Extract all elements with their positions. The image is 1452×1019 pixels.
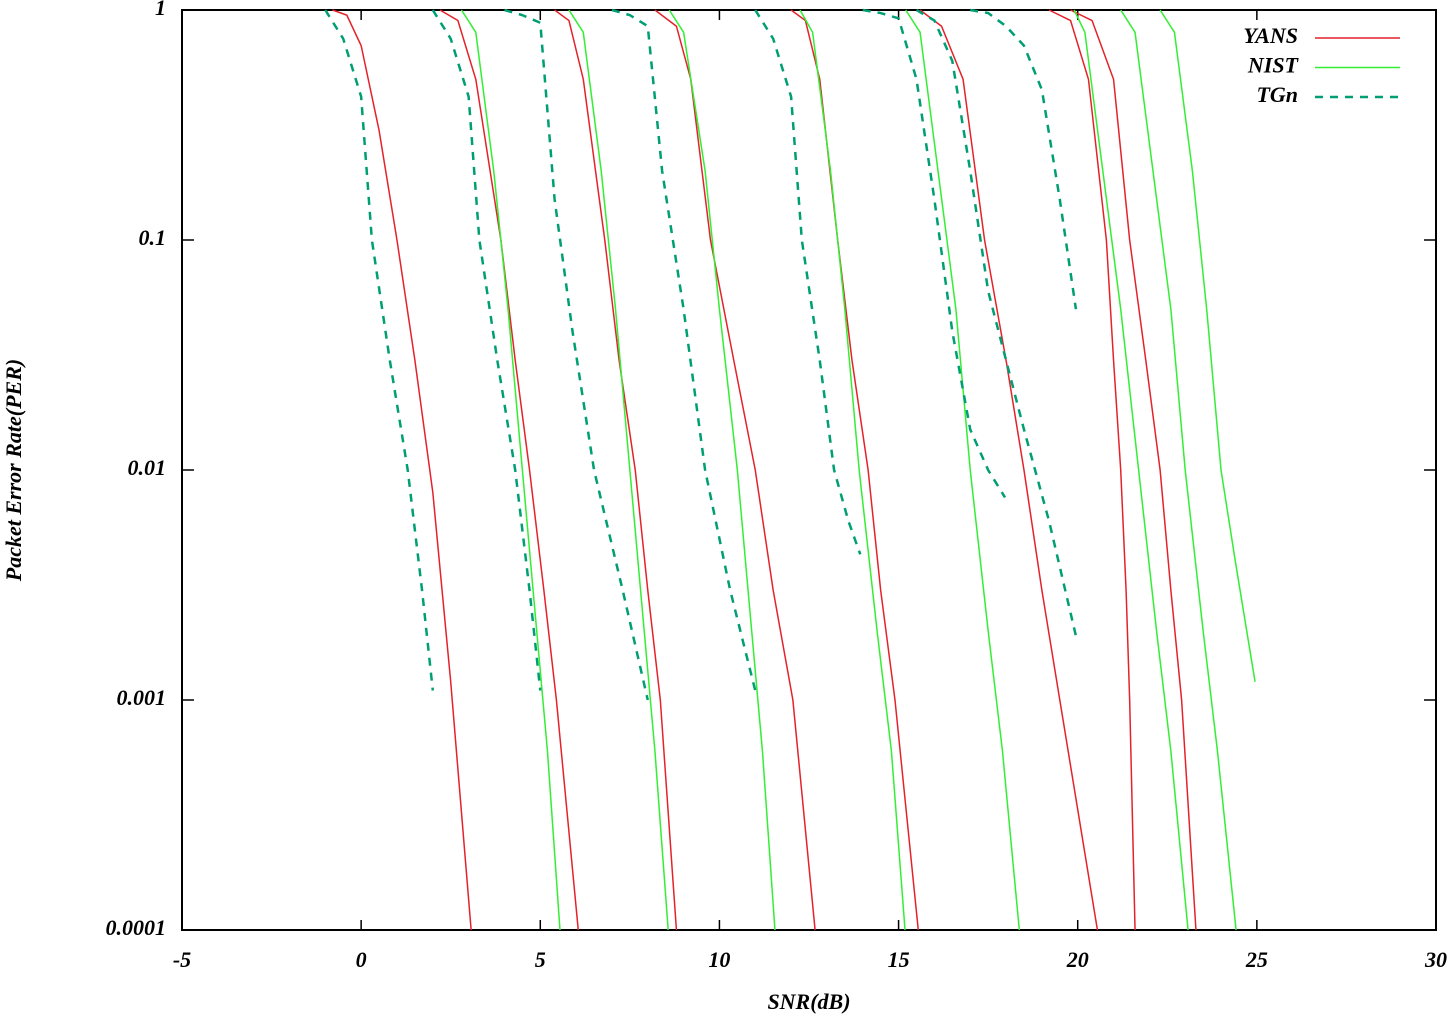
curve	[1070, 9, 1197, 931]
curve	[332, 9, 472, 931]
curve	[654, 9, 816, 931]
x-tick-label: 0	[356, 947, 367, 972]
curve	[919, 9, 1099, 931]
x-tick-label: 30	[1424, 947, 1447, 972]
plot-frame	[181, 9, 1437, 931]
y-tick-label: 0.0001	[106, 915, 167, 940]
curve	[439, 9, 580, 931]
curve	[460, 9, 561, 931]
curve	[324, 9, 435, 691]
x-tick-label: 5	[535, 947, 546, 972]
x-tick-label: 20	[1066, 947, 1089, 972]
legend-label: YANS	[1243, 23, 1298, 48]
x-axis-label: SNR(dB)	[767, 989, 850, 1014]
y-axis-label: Packet Error Rate(PER)	[1, 359, 26, 582]
curve	[611, 8, 757, 691]
curve	[915, 8, 1078, 637]
x-tick-label: 10	[708, 947, 730, 972]
curve	[1120, 9, 1237, 931]
curve	[504, 8, 649, 701]
legend-label: NIST	[1247, 53, 1300, 78]
curve	[554, 9, 678, 931]
y-tick-label: 0.01	[128, 455, 167, 480]
y-tick-label: 0.1	[139, 225, 167, 250]
curve	[754, 9, 862, 555]
curve	[568, 9, 669, 931]
curve	[905, 9, 1021, 931]
curve	[1073, 9, 1189, 931]
x-tick-label: -5	[173, 947, 191, 972]
x-tick-label: 25	[1245, 947, 1268, 972]
curve	[1159, 9, 1256, 682]
x-tick-label: 15	[888, 947, 910, 972]
y-tick-label: 0.001	[117, 685, 167, 710]
curve	[668, 9, 776, 931]
curve	[862, 8, 1007, 499]
curve	[799, 9, 906, 931]
curve	[1048, 9, 1136, 931]
y-tick-label: 1	[155, 0, 166, 20]
legend-label: TGn	[1256, 82, 1298, 107]
curve	[790, 9, 920, 931]
curve	[970, 8, 1078, 310]
curve	[431, 9, 542, 691]
